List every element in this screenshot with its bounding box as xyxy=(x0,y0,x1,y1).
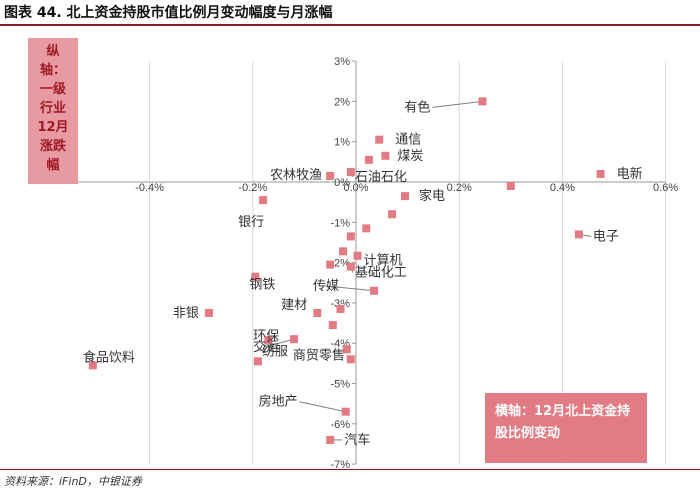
y-tick-label: -1% xyxy=(330,217,350,229)
data-point xyxy=(326,171,335,180)
point-label: 钢铁 xyxy=(249,278,275,293)
point-label: 家电 xyxy=(419,188,445,204)
data-point xyxy=(326,260,335,269)
data-point xyxy=(346,355,355,364)
tick-labels: 3%2%1%0%-1%-2%-3%-4%-5%-6%-7%-0.4% -0.2% 0… xyxy=(135,56,678,471)
leader-line xyxy=(299,401,346,413)
point-label: 非银 xyxy=(173,306,199,321)
data-point xyxy=(264,335,273,344)
x-tick-label: -0.2% xyxy=(238,182,267,194)
y-tick-label: 0% xyxy=(334,177,350,189)
y-axis-annotation: 纵轴：一级行业12月涨跌幅 xyxy=(28,38,78,184)
data-point xyxy=(336,304,345,313)
x-tick-label: 0.6% xyxy=(653,182,678,194)
point-label: 交运 xyxy=(253,339,279,355)
data-point xyxy=(259,196,268,205)
data-point xyxy=(574,230,583,239)
point-label: 商贸零售 xyxy=(293,347,345,363)
point-label: 有色 xyxy=(404,99,430,115)
point-label: 食品饮料 xyxy=(83,349,135,365)
point-label: 传媒 xyxy=(313,279,339,294)
data-point xyxy=(362,224,371,233)
point-label: 汽车 xyxy=(344,432,370,448)
data-point xyxy=(506,182,515,191)
data-point xyxy=(341,407,350,416)
point-label: 环保 xyxy=(253,329,279,344)
title-rule xyxy=(0,24,700,26)
data-point xyxy=(364,155,373,164)
data-point xyxy=(88,361,97,370)
data-point xyxy=(388,210,397,219)
axes xyxy=(54,60,666,465)
data-point xyxy=(326,435,335,444)
source-note: 资料来源：iFinD，中银证券 xyxy=(4,475,142,488)
point-label: 通信 xyxy=(395,133,421,148)
data-point xyxy=(342,345,351,354)
data-points xyxy=(88,97,605,444)
data-point xyxy=(401,192,410,201)
leader-line xyxy=(263,338,295,348)
data-point xyxy=(346,232,355,241)
y-tick-label: 1% xyxy=(334,137,350,149)
data-point xyxy=(339,247,348,256)
source-rule xyxy=(0,469,700,470)
y-tick-label: -5% xyxy=(330,379,350,391)
y-tick-label: -7% xyxy=(330,459,350,471)
data-point xyxy=(204,308,213,317)
y-tick-label: -6% xyxy=(330,419,350,431)
data-point xyxy=(328,321,337,330)
gridlines xyxy=(149,61,667,465)
y-tick-label: -3% xyxy=(330,298,350,310)
data-point xyxy=(251,272,260,281)
data-point xyxy=(596,169,605,178)
data-point xyxy=(478,97,487,106)
leader-line xyxy=(432,100,483,108)
leader-line xyxy=(324,285,375,292)
point-label: 纺服 xyxy=(262,344,288,359)
point-label: 农林牧渔 xyxy=(270,168,322,183)
point-label: 银行 xyxy=(238,215,264,230)
y-tick-label: 2% xyxy=(334,96,350,108)
point-label: 电新 xyxy=(617,166,643,182)
data-point xyxy=(313,308,322,317)
leader-lines xyxy=(263,100,591,441)
point-label: 石油石化 xyxy=(355,170,407,185)
x-tick-label: 0.0% xyxy=(343,182,368,194)
x-tick-label: 0.4% xyxy=(550,182,575,194)
point-label: 基础化工 xyxy=(355,266,407,281)
y-tick-label: 3% xyxy=(334,56,350,68)
data-point xyxy=(353,251,362,260)
x-tick-label: 0.2% xyxy=(447,182,472,194)
data-point xyxy=(381,151,390,160)
figure-title: 图表 44. 北上资金持股市值比例月变动幅度与月涨幅 xyxy=(4,5,333,21)
point-label: 计算机 xyxy=(364,254,403,269)
point-label: 煤炭 xyxy=(397,149,423,164)
data-point xyxy=(375,135,384,144)
x-tick-label: -0.4% xyxy=(135,182,164,194)
data-point xyxy=(290,335,299,344)
data-point xyxy=(346,262,355,271)
y-tick-label: -2% xyxy=(330,258,350,270)
data-point xyxy=(370,286,379,295)
data-point xyxy=(253,357,262,366)
point-label: 电子 xyxy=(593,229,619,244)
x-axis-annotation: 横轴：12月北上资金持股比例变动 xyxy=(485,393,647,463)
point-label: 房地产 xyxy=(259,394,298,410)
data-point xyxy=(346,167,355,176)
point-label: 建材 xyxy=(281,298,307,313)
